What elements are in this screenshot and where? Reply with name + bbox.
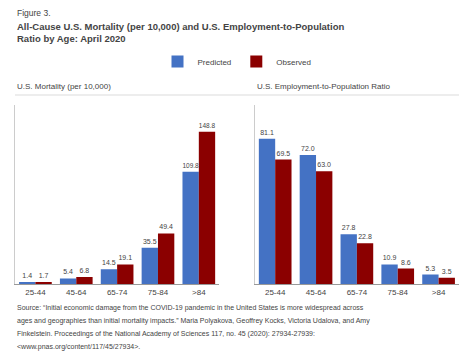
- svg-text:14.5: 14.5: [102, 259, 116, 266]
- svg-text:Source: “Initial economic dama: Source: “Initial economic damage from th…: [17, 304, 364, 312]
- svg-text:5.4: 5.4: [63, 268, 73, 275]
- svg-text:65-74: 65-74: [347, 288, 368, 297]
- svg-text:All-Cause U.S. Mortality (per: All-Cause U.S. Mortality (per 10,000) an…: [17, 21, 344, 32]
- svg-text:45-64: 45-64: [66, 288, 87, 297]
- svg-text:75-84: 75-84: [148, 288, 169, 297]
- svg-text:63.0: 63.0: [317, 161, 331, 168]
- svg-text:6.8: 6.8: [80, 267, 90, 274]
- svg-text:1.4: 1.4: [22, 272, 32, 279]
- svg-text:Finkelstein. Proceedings of th: Finkelstein. Proceedings of the National…: [17, 330, 315, 338]
- svg-text:25-44: 25-44: [25, 288, 46, 297]
- svg-text:<www.pnas.org/content/117/45/2: <www.pnas.org/content/117/45/27934>.: [17, 343, 140, 351]
- svg-text:3.5: 3.5: [442, 268, 452, 275]
- svg-text:>84: >84: [192, 288, 206, 297]
- svg-text:49.4: 49.4: [159, 223, 173, 230]
- svg-text:27.8: 27.8: [342, 224, 356, 231]
- svg-text:1.7: 1.7: [39, 272, 49, 279]
- svg-text:>84: >84: [432, 288, 446, 297]
- svg-text:5.3: 5.3: [425, 265, 435, 272]
- svg-text:35.5: 35.5: [143, 238, 157, 245]
- svg-text:Figure 3.: Figure 3.: [17, 8, 51, 18]
- svg-text:Observed: Observed: [276, 58, 311, 67]
- svg-text:U.S. Employment-to-Population: U.S. Employment-to-Population Ratio: [257, 82, 391, 91]
- svg-text:U.S. Mortality (per 10,000): U.S. Mortality (per 10,000): [17, 82, 111, 91]
- svg-text:Ratio by Age: April 2020: Ratio by Age: April 2020: [17, 33, 126, 44]
- svg-text:10.9: 10.9: [383, 254, 397, 261]
- svg-text:75-84: 75-84: [387, 288, 408, 297]
- svg-text:109.8: 109.8: [182, 162, 199, 169]
- svg-text:19.1: 19.1: [118, 254, 132, 261]
- svg-text:45-64: 45-64: [306, 288, 327, 297]
- svg-text:81.1: 81.1: [260, 129, 274, 136]
- svg-text:8.6: 8.6: [401, 259, 411, 266]
- svg-text:ages and geographies than init: ages and geographies than initial mortal…: [17, 317, 370, 325]
- svg-text:25-44: 25-44: [265, 288, 286, 297]
- svg-text:65-74: 65-74: [107, 288, 128, 297]
- svg-text:Predicted: Predicted: [198, 58, 232, 67]
- svg-text:72.0: 72.0: [301, 145, 315, 152]
- svg-text:22.8: 22.8: [358, 233, 372, 240]
- svg-text:69.5: 69.5: [276, 150, 290, 157]
- svg-text:148.8: 148.8: [199, 122, 216, 129]
